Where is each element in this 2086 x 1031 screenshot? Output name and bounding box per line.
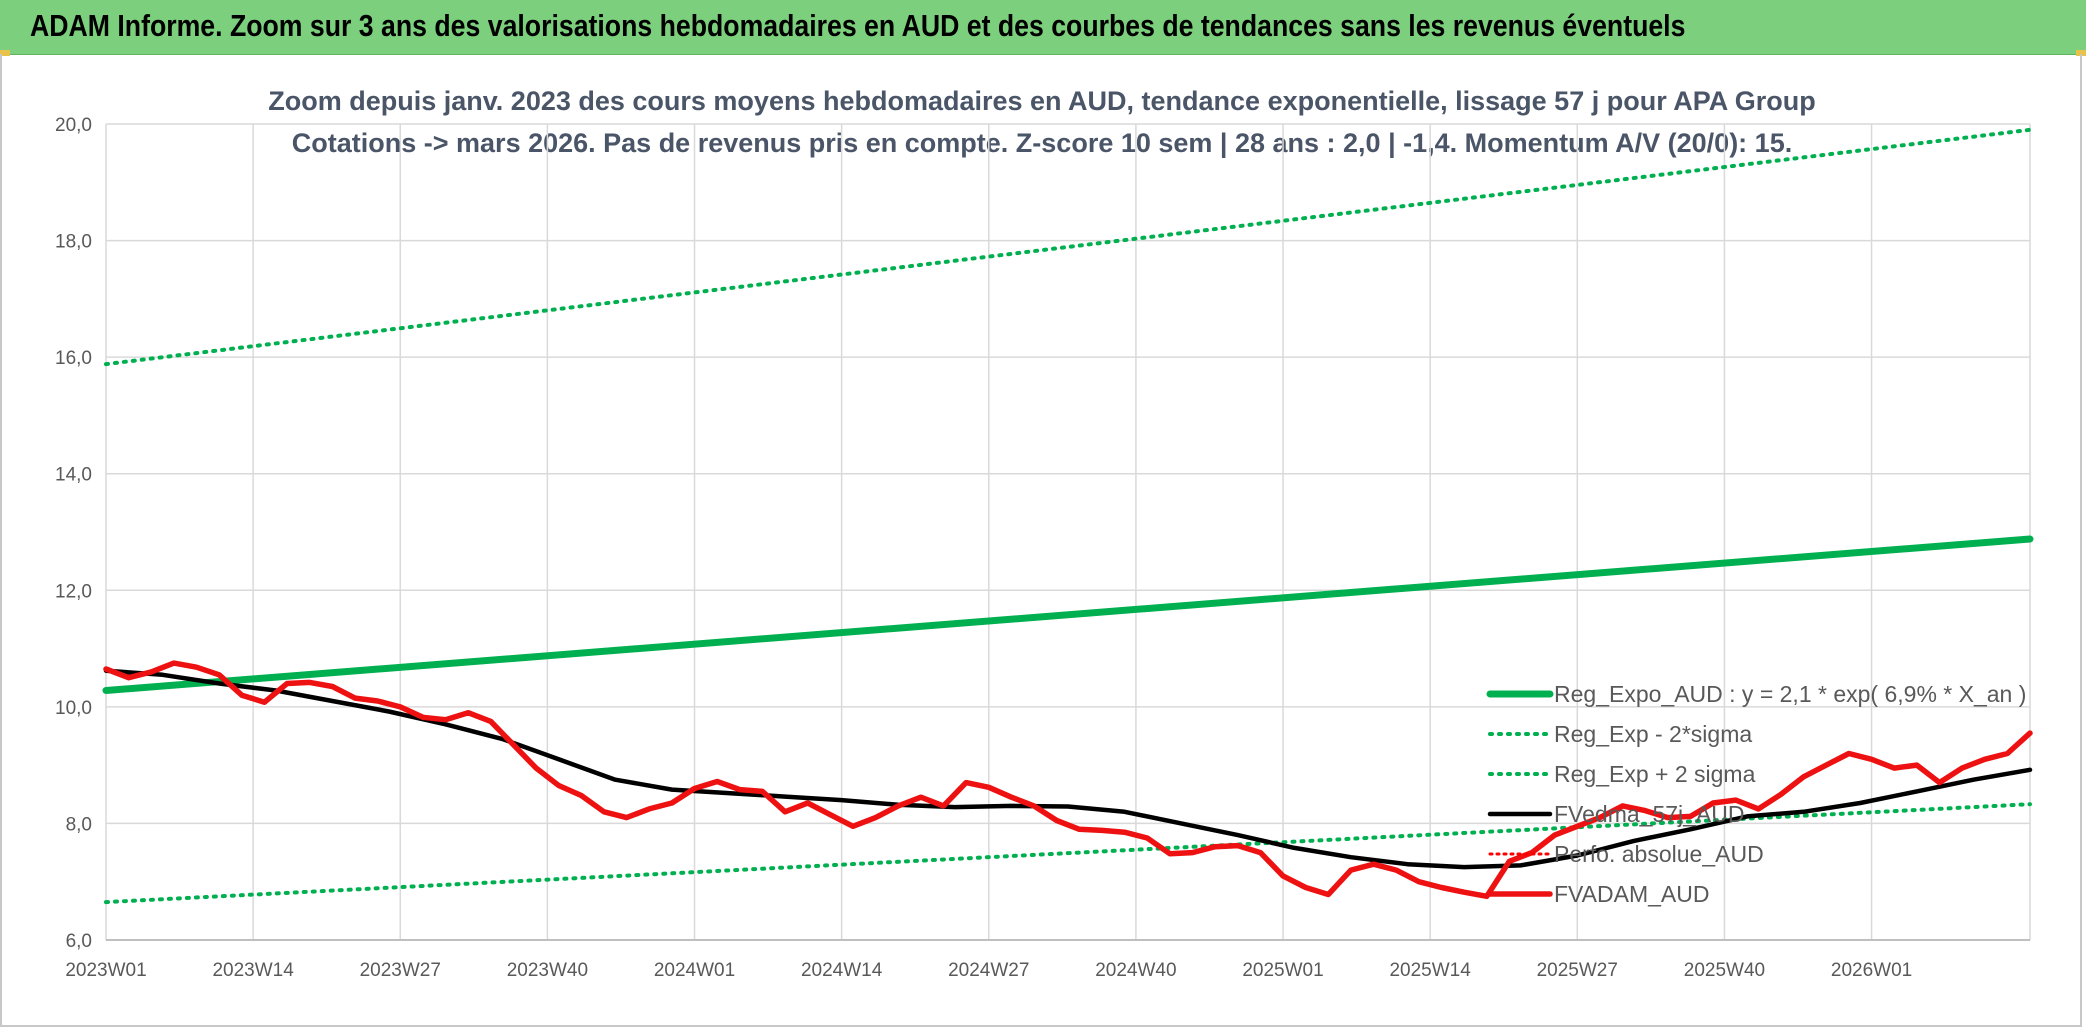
legend-label: FVADAM_AUD xyxy=(1554,881,1710,907)
x-tick-label: 2024W01 xyxy=(654,960,735,981)
corner-mark-right xyxy=(2076,50,2086,56)
legend-label: Perfo. absolue_AUD xyxy=(1554,841,1764,867)
y-tick-label: 16,0 xyxy=(55,348,92,369)
x-tick-label: 2026W01 xyxy=(1831,960,1912,981)
series-reg-plus-2sigma xyxy=(104,127,2032,367)
y-tick-label: 18,0 xyxy=(55,232,92,253)
x-tick-label: 2023W27 xyxy=(360,960,441,981)
x-tick-label: 2025W27 xyxy=(1537,960,1618,981)
legend-label: Reg_Exp + 2 sigma xyxy=(1554,761,1756,787)
legend-label: Reg_Expo_AUD : y = 2,1 * exp( 6,9% * X_a… xyxy=(1554,681,2026,707)
legend-label: Reg_Exp - 2*sigma xyxy=(1554,721,1752,747)
series-layer xyxy=(102,127,2034,905)
grid-layer xyxy=(105,123,2031,941)
legend-label: FVedma_57j_AUD xyxy=(1554,801,1745,827)
x-tick-label: 2025W01 xyxy=(1242,960,1323,981)
y-tick-label: 12,0 xyxy=(55,581,92,602)
y-tick-label: 10,0 xyxy=(55,698,92,719)
y-tick-label: 8,0 xyxy=(66,814,92,835)
corner-mark-left xyxy=(0,50,10,56)
report-title: ADAM Informe. Zoom sur 3 ans des valoris… xyxy=(30,8,1686,43)
y-tick-label: 6,0 xyxy=(66,931,92,952)
x-tick-label: 2023W14 xyxy=(212,960,294,981)
header-bar: ADAM Informe. Zoom sur 3 ans des valoris… xyxy=(0,0,2086,55)
x-tick-label: 2023W01 xyxy=(65,960,146,981)
chart-title-line-2: Cotations -> mars 2026. Pas de revenus p… xyxy=(292,128,1792,158)
y-tick-label: 20,0 xyxy=(55,115,92,136)
x-tick-label: 2024W14 xyxy=(801,960,883,981)
x-tick-label: 2024W40 xyxy=(1095,960,1176,981)
x-tick-label: 2025W14 xyxy=(1389,960,1471,981)
legend: Reg_Expo_AUD : y = 2,1 * exp( 6,9% * X_a… xyxy=(1486,681,2026,907)
axis-layer: 6,0 8,0 10,0 12,0 14,0 16,0 18,0 20,0 2023W01 202… xyxy=(55,115,2030,981)
series-reg-expo xyxy=(102,535,2034,694)
y-tick-label: 14,0 xyxy=(55,465,92,486)
x-tick-label: 2025W40 xyxy=(1684,960,1765,981)
x-tick-label: 2024W27 xyxy=(948,960,1029,981)
x-tick-label: 2023W40 xyxy=(507,960,588,981)
chart-frame xyxy=(0,54,2082,1027)
chart-title-line-1: Zoom depuis janv. 2023 des cours moyens … xyxy=(268,86,1815,116)
series-reg-minus-2sigma xyxy=(104,802,2032,905)
series-fvadam xyxy=(103,660,2033,900)
